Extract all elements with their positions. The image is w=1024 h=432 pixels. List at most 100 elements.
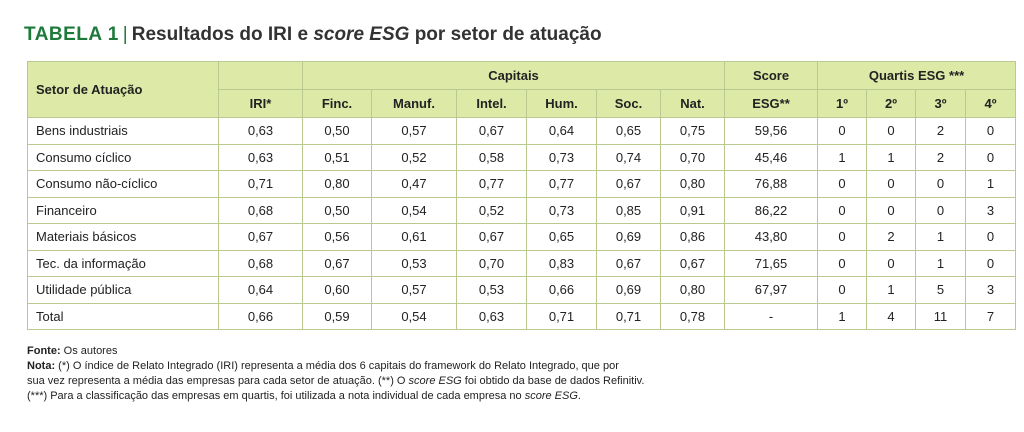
cell-q2: 4 xyxy=(866,302,917,330)
header-sector: Setor de Atuação xyxy=(27,61,219,118)
cell-esg: 45,46 xyxy=(724,143,819,171)
note-line-3: (***) Para a classificação das empresas … xyxy=(27,389,987,404)
cell-q4: 1 xyxy=(965,170,1017,198)
cell-hum: 0,66 xyxy=(526,276,597,304)
note-text-1: (*) O índice de Relato Integrado (IRI) r… xyxy=(55,360,619,372)
header-fin: Finc. xyxy=(302,89,372,118)
cell-q3: 2 xyxy=(915,143,967,171)
cell-q3: 5 xyxy=(915,276,967,304)
source-text: Os autores xyxy=(60,345,118,357)
results-table: Setor de Atuação Capitais Score Quartis … xyxy=(27,61,1017,330)
cell-fin: 0,80 xyxy=(302,170,372,198)
cell-soc: 0,69 xyxy=(596,223,661,251)
cell-q2: 1 xyxy=(866,276,917,304)
cell-esg: 59,56 xyxy=(724,117,819,145)
cell-iri: 0,63 xyxy=(218,143,303,171)
cell-manuf: 0,54 xyxy=(371,302,457,330)
table-row: Consumo cíclico 0,63 0,51 0,52 0,58 0,73 0,74 0… xyxy=(27,143,1017,171)
title-text: Resultados do IRI e score ESG por setor … xyxy=(132,24,602,45)
cell-hum: 0,73 xyxy=(526,196,597,224)
cell-esg: 43,80 xyxy=(724,223,819,251)
note-text-2b: score ESG xyxy=(408,375,462,387)
cell-soc: 0,85 xyxy=(596,196,661,224)
header-esg: ESG** xyxy=(724,89,819,118)
cell-q2: 0 xyxy=(866,170,917,198)
cell-intel: 0,70 xyxy=(456,249,527,277)
title-separator: | xyxy=(122,24,128,45)
cell-intel: 0,67 xyxy=(456,117,527,145)
cell-q1: 0 xyxy=(817,276,868,304)
note-text-3a: (***) Para a classificação das empresas … xyxy=(27,390,525,402)
cell-sector: Consumo cíclico xyxy=(27,143,219,171)
cell-intel: 0,63 xyxy=(456,302,527,330)
cell-hum: 0,83 xyxy=(526,249,597,277)
table-row: Materiais básicos 0,67 0,56 0,61 0,67 0,65 0,6… xyxy=(27,223,1017,251)
cell-sector: Utilidade pública xyxy=(27,276,219,304)
note-line-1: Nota: (*) O índice de Relato Integrado (… xyxy=(27,359,987,374)
header-iri: IRI* xyxy=(218,89,303,118)
header-score: Score xyxy=(724,61,819,90)
cell-iri: 0,64 xyxy=(218,276,303,304)
cell-esg: - xyxy=(724,302,819,330)
cell-fin: 0,60 xyxy=(302,276,372,304)
title-text-italic: score ESG xyxy=(313,24,410,45)
cell-intel: 0,67 xyxy=(456,223,527,251)
cell-manuf: 0,61 xyxy=(371,223,457,251)
cell-manuf: 0,57 xyxy=(371,276,457,304)
cell-sector: Bens industriais xyxy=(27,117,219,145)
cell-hum: 0,73 xyxy=(526,143,597,171)
note-text-3c: . xyxy=(577,390,581,402)
table-body: Bens industriais 0,63 0,50 0,57 0,67 0,64 0,65… xyxy=(27,117,1017,330)
cell-hum: 0,64 xyxy=(526,117,597,145)
cell-iri: 0,66 xyxy=(218,302,303,330)
cell-intel: 0,52 xyxy=(456,196,527,224)
cell-q2: 2 xyxy=(866,223,917,251)
cell-q3: 0 xyxy=(915,196,967,224)
table-notes: Fonte: Os autores Nota: (*) O índice de … xyxy=(27,344,987,404)
cell-fin: 0,67 xyxy=(302,249,372,277)
cell-soc: 0,67 xyxy=(596,170,661,198)
table-row: Consumo não-cíclico 0,71 0,80 0,47 0,77 0,77 0… xyxy=(27,170,1017,198)
cell-sector: Materiais básicos xyxy=(27,223,219,251)
cell-fin: 0,56 xyxy=(302,223,372,251)
cell-q1: 0 xyxy=(817,223,868,251)
table-row: Tec. da informação 0,68 0,67 0,53 0,70 0,83 0,… xyxy=(27,249,1017,277)
cell-sector: Tec. da informação xyxy=(27,249,219,277)
cell-manuf: 0,52 xyxy=(371,143,457,171)
cell-soc: 0,69 xyxy=(596,276,661,304)
title-text-prefix: Resultados do IRI e xyxy=(131,24,314,45)
cell-nat: 0,70 xyxy=(659,143,726,171)
cell-nat: 0,78 xyxy=(659,302,726,330)
header-q3: 3º xyxy=(915,89,967,118)
cell-iri: 0,67 xyxy=(218,223,303,251)
cell-nat: 0,75 xyxy=(659,117,726,145)
cell-iri: 0,68 xyxy=(218,249,303,277)
cell-q2: 1 xyxy=(866,143,917,171)
title-text-suffix: por setor de atuação xyxy=(409,24,602,45)
cell-nat: 0,80 xyxy=(659,276,726,304)
cell-iri: 0,63 xyxy=(218,117,303,145)
cell-q4: 3 xyxy=(965,196,1017,224)
cell-q4: 0 xyxy=(965,143,1017,171)
source-line: Fonte: Os autores xyxy=(27,344,987,359)
cell-q1: 1 xyxy=(817,143,868,171)
header-quartis: Quartis ESG *** xyxy=(817,61,1017,90)
cell-intel: 0,58 xyxy=(456,143,527,171)
table-row: Bens industriais 0,63 0,50 0,57 0,67 0,64 0,65… xyxy=(27,117,1017,145)
note-label: Nota: xyxy=(27,360,56,372)
header-capitais: Capitais xyxy=(301,61,726,90)
cell-soc: 0,71 xyxy=(596,302,661,330)
table-row: Financeiro 0,68 0,50 0,54 0,52 0,73 0,85 0,91 86… xyxy=(27,196,1017,224)
cell-esg: 67,97 xyxy=(724,276,819,304)
table-number: TABELA 1 xyxy=(24,24,119,45)
cell-iri: 0,71 xyxy=(218,170,303,198)
cell-soc: 0,74 xyxy=(596,143,661,171)
header-q4: 4º xyxy=(965,89,1017,118)
cell-nat: 0,67 xyxy=(659,249,726,277)
header-blank xyxy=(218,61,303,90)
cell-q1: 0 xyxy=(817,117,868,145)
cell-sector: Total xyxy=(27,302,219,330)
cell-intel: 0,77 xyxy=(456,170,527,198)
cell-q4: 7 xyxy=(965,302,1017,330)
note-text-2c: foi obtido da base de dados Refinitiv. xyxy=(461,375,645,387)
